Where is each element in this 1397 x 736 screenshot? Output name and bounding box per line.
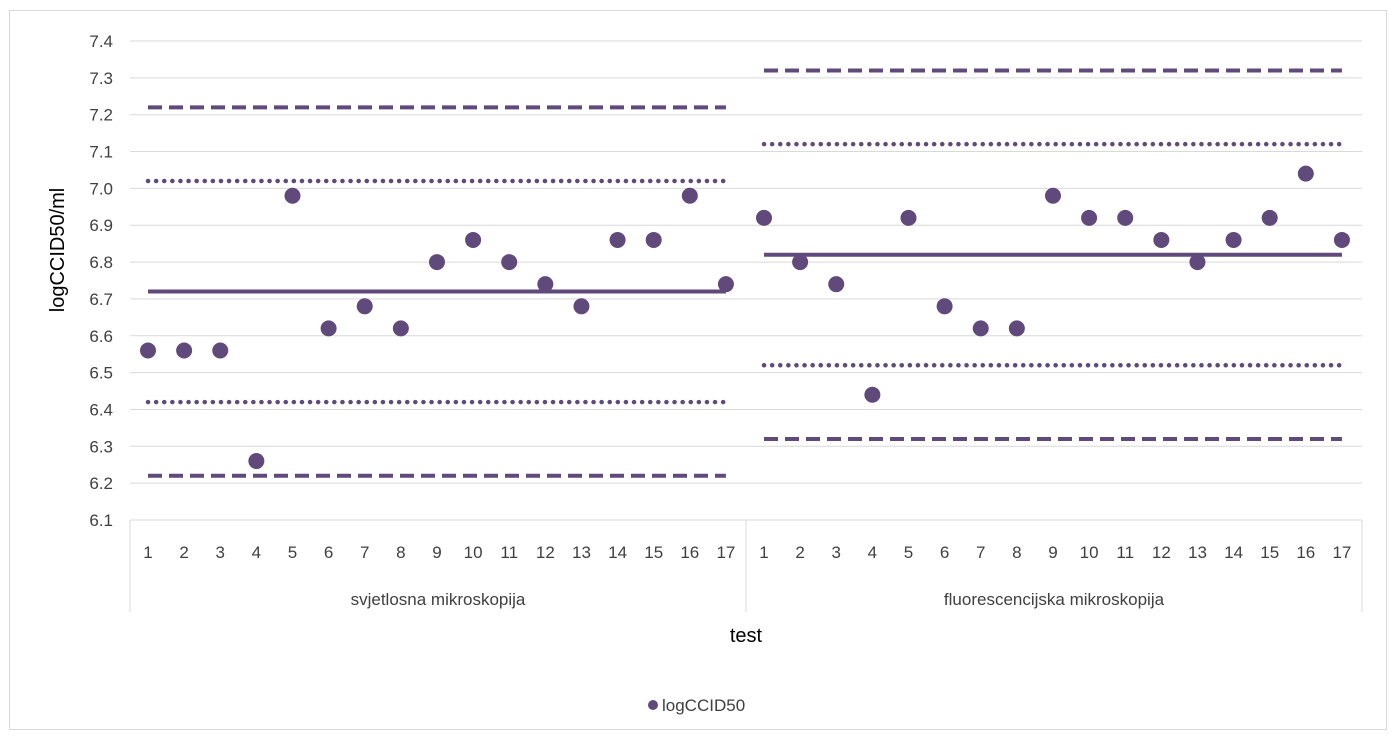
x-axis-title: test [730,625,763,647]
x-tick-label: 9 [432,543,441,562]
data-point [1333,231,1350,248]
x-tick-label: 3 [216,543,225,562]
data-point [756,209,772,226]
y-tick-label: 6.5 [89,364,113,383]
x-tick-label: 9 [1048,543,1057,562]
gridlines [130,40,1362,521]
data-point [828,276,845,293]
x-tick-label: 7 [360,543,369,562]
data-point [1008,320,1025,337]
data-point [717,276,734,293]
y-tick-label: 6.3 [89,437,113,456]
y-tick-label: 7.2 [89,106,113,125]
x-tick-label: 12 [536,543,555,562]
x-tick-label: 5 [288,543,297,562]
x-tick-label: 16 [680,543,699,562]
x-tick-label: 15 [1260,543,1279,562]
x-tick-label: 8 [1012,543,1021,562]
x-tick-label: 6 [940,543,949,562]
y-tick-label: 6.2 [89,474,113,493]
data-points [140,165,1350,470]
x-tick-label: 4 [868,543,877,562]
y-tick-label: 6.6 [89,327,113,346]
x-tick-label: 2 [795,543,804,562]
x-tick-label: 3 [832,543,841,562]
data-point [972,320,989,337]
legend-marker [648,700,658,710]
x-tick-label: 17 [716,543,735,562]
data-point [792,254,809,271]
data-point [1225,231,1242,248]
x-tick-label: 5 [904,543,913,562]
x-tick-label: 14 [1224,543,1243,562]
data-point [1044,187,1061,204]
x-tick-label: 10 [464,543,483,562]
data-point [681,187,698,204]
x-tick-label: 4 [252,543,261,562]
x-tick-label: 15 [644,543,663,562]
x-tick-label: 14 [608,543,627,562]
data-point [140,342,156,359]
data-point [936,298,953,315]
x-tick-label: 13 [1188,543,1207,562]
x-tick-label: 13 [572,543,591,562]
data-point [465,231,482,248]
data-point [1189,254,1206,271]
x-tick-label: 16 [1296,543,1315,562]
data-point [212,342,229,359]
data-point [320,320,337,337]
data-point [1117,209,1134,226]
x-tick-label: 11 [1116,543,1134,562]
x-tick-label: 8 [396,543,405,562]
x-tick-label: 1 [143,543,152,562]
x-tick-label: 11 [500,543,518,562]
data-point [864,386,881,403]
x-tick-label: 7 [976,543,985,562]
x-tick-label: 12 [1152,543,1171,562]
data-point [609,231,626,248]
data-point [1261,209,1278,226]
data-point [1081,209,1098,226]
y-tick-label: 7.3 [89,69,113,88]
x-tick-label: 2 [179,543,188,562]
y-tick-label: 7.1 [89,143,113,162]
data-point [248,453,265,470]
y-tick-label: 6.4 [89,400,113,419]
data-point [356,298,373,315]
data-point [1297,165,1314,182]
x-tick-label: 10 [1080,543,1099,562]
x-tick-label: 6 [324,543,333,562]
y-tick-label: 6.7 [89,290,113,309]
chart-frame [9,10,1387,730]
x-tick-label: 17 [1332,543,1351,562]
data-point [645,231,662,248]
y-tick-label: 6.8 [89,253,113,272]
data-point [900,209,917,226]
legend: logCCID50 [648,696,745,715]
data-point [501,254,518,271]
y-axis-title: logCCID50/ml [47,188,69,312]
y-tick-label: 7.0 [89,179,113,198]
group-label: fluorescencijska mikroskopija [944,590,1165,609]
y-tick-label: 6.1 [89,511,113,530]
x-tick-label: 1 [759,543,768,562]
data-point [176,342,193,359]
reference-lines [145,68,1345,478]
y-tick-label: 6.9 [89,216,113,235]
data-point [573,298,590,315]
group-label: svjetlosna mikroskopija [351,590,526,609]
data-point [428,254,445,271]
data-point [1153,231,1170,248]
data-point [537,276,554,293]
axes: 6.1 6.2 6.3 6.4 6.5 6.6 6.7 6.8 6.9 7.0 7.1 7.2 7.3 7… [89,32,1363,612]
data-point [392,320,409,337]
data-point [284,187,301,204]
y-tick-label: 7.4 [89,32,113,51]
legend-label: logCCID50 [662,696,745,715]
